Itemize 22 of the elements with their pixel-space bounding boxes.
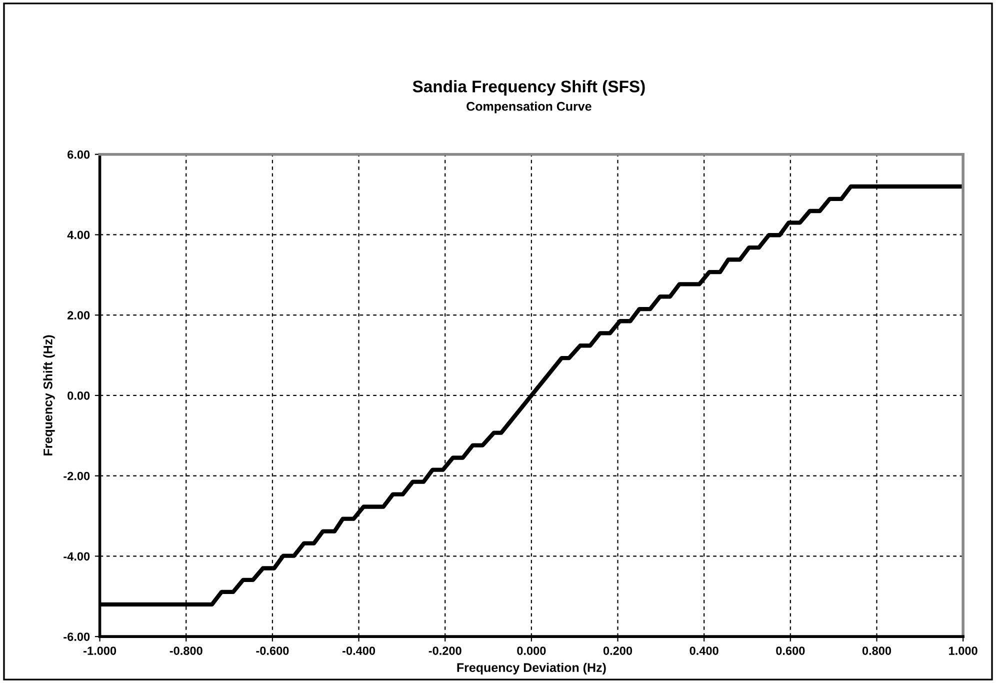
x-axis-title: Frequency Deviation (Hz) (457, 662, 606, 674)
x-tick-label: -0.600 (256, 646, 289, 655)
y-tick-label: 2.00 (68, 311, 90, 320)
x-tick-label: 0.800 (862, 646, 892, 655)
x-tick-label: -0.200 (428, 646, 462, 655)
x-tick-label: 0.600 (776, 646, 805, 655)
y-tick-label: -4.00 (64, 552, 90, 561)
x-tick-label: 0.400 (690, 646, 718, 655)
x-tick-label: -0.800 (170, 646, 202, 655)
x-tick-label: 0.000 (517, 646, 546, 655)
x-tick-label: 1.000 (949, 646, 978, 655)
chart-subtitle: Compensation Curve (466, 102, 592, 114)
y-tick-label: 0.00 (68, 391, 90, 400)
y-tick-label: 4.00 (67, 230, 90, 240)
y-tick-label: -6.00 (64, 632, 90, 641)
y-axis-title: Frequency Shift (Hz) (43, 335, 55, 456)
y-tick-label: 6.00 (68, 150, 90, 159)
x-tick-label: -1.000 (84, 646, 116, 655)
chart-title: Sandia Frequency Shift (SFS) (412, 80, 645, 96)
x-tick-label: 0.200 (603, 646, 632, 655)
y-tick-label: -2.00 (64, 472, 90, 480)
x-tick-label: -0.400 (342, 646, 376, 655)
